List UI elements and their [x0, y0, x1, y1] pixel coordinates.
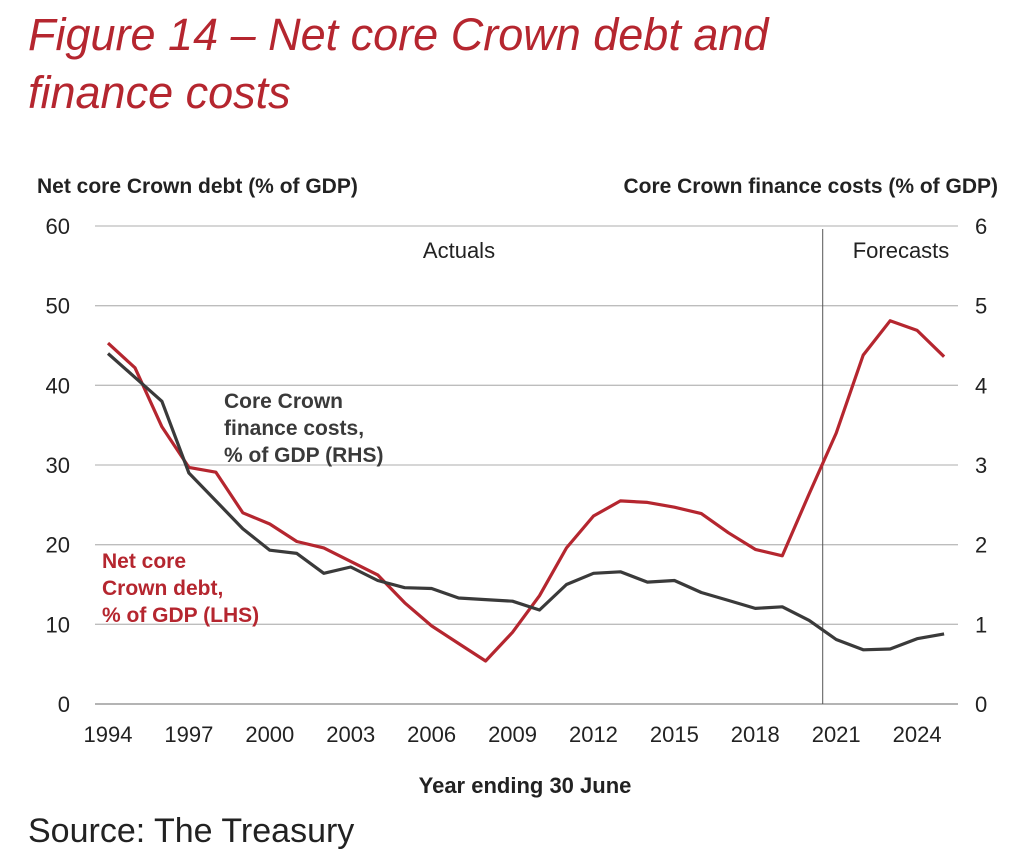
y-tick-left-label: 40 [46, 373, 70, 398]
x-tick-label: 2000 [245, 722, 294, 747]
y-tick-right-label: 2 [975, 533, 987, 558]
x-tick-label: 2006 [407, 722, 456, 747]
x-tick-label: 2015 [650, 722, 699, 747]
y-tick-left-label: 60 [46, 214, 70, 239]
y-tick-right-label: 4 [975, 373, 987, 398]
y-tick-left-label: 50 [46, 294, 70, 319]
chart-title-line-2: finance costs [28, 67, 291, 118]
y-tick-right-label: 1 [975, 612, 987, 637]
chart-title: Figure 14 – Net core Crown debt and fina… [28, 6, 768, 122]
chart-title-line-1: Figure 14 – Net core Crown debt and [28, 9, 769, 60]
x-axis-title: Year ending 30 June [419, 773, 632, 798]
source-note: Source: The Treasury [28, 812, 355, 850]
series-line-finance-costs [106, 352, 945, 652]
y-axis-left-title: Net core Crown debt (% of GDP) [37, 175, 358, 198]
y-tick-right-label: 5 [975, 294, 987, 319]
x-tick-label: 1994 [84, 722, 133, 747]
series-label: Core Crown [224, 390, 343, 413]
x-tick-label: 2003 [326, 722, 375, 747]
actuals-annotation: Actuals [423, 238, 495, 263]
y-tick-left-label: 10 [46, 612, 70, 637]
y-tick-left-label: 30 [46, 453, 70, 478]
x-tick-label: 2021 [812, 722, 861, 747]
x-tick-label: 2024 [893, 722, 942, 747]
series-label: finance costs, [224, 417, 364, 440]
series-label: Net core [102, 550, 186, 573]
y-tick-left-label: 0 [58, 692, 70, 717]
x-tick-label: 2012 [569, 722, 618, 747]
x-tick-label: 2018 [731, 722, 780, 747]
forecasts-annotation: Forecasts [853, 238, 950, 263]
x-tick-label: 1997 [164, 722, 213, 747]
series-line-net-debt [106, 319, 946, 663]
y-tick-right-label: 0 [975, 692, 987, 717]
series-label: % of GDP (RHS) [224, 444, 383, 467]
series-label: % of GDP (LHS) [102, 604, 259, 627]
y-tick-right-label: 6 [975, 214, 987, 239]
x-tick-label: 2009 [488, 722, 537, 747]
y-tick-right-label: 3 [975, 453, 987, 478]
y-tick-left-label: 20 [46, 533, 70, 558]
series-label: Crown debt, [102, 577, 223, 600]
y-axis-right-title: Core Crown finance costs (% of GDP) [623, 175, 998, 198]
